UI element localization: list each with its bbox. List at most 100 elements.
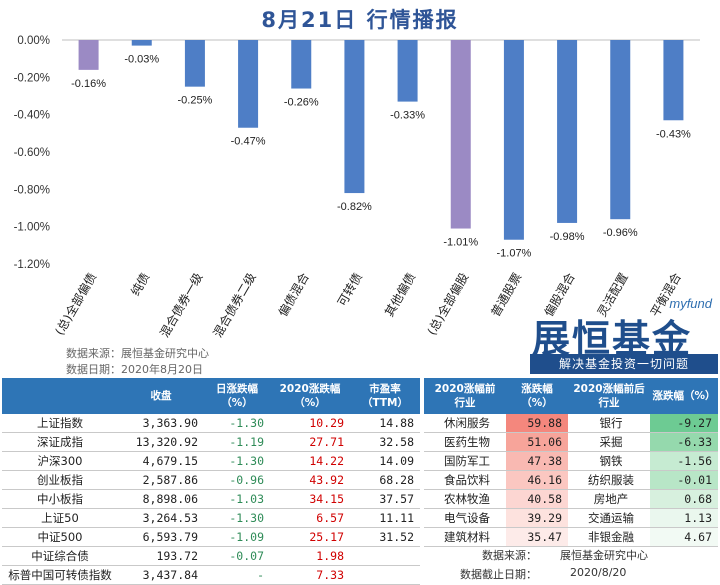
y-tick-label: -0.80% bbox=[14, 184, 50, 196]
col-header-name bbox=[2, 378, 118, 414]
logo-brand-text: myfund bbox=[669, 296, 712, 311]
index-row: 创业板指 2,587.86 -0.96 43.92 68.28 bbox=[2, 470, 420, 490]
top-industry-change: 47.38 bbox=[506, 451, 568, 471]
index-pe: 11.11 bbox=[350, 508, 420, 528]
industry-row: 食品饮料 46.16 纺织服装 -0.01 bbox=[424, 470, 718, 490]
index-day-change: - bbox=[204, 565, 270, 585]
top-industry-change: 35.47 bbox=[506, 527, 568, 547]
index-pe: 14.88 bbox=[350, 414, 420, 433]
col-header-pe: 市盈率 （TTM） bbox=[350, 378, 420, 414]
index-name: 深证成指 bbox=[2, 432, 118, 452]
index-day-change: -1.03 bbox=[204, 489, 270, 509]
bar bbox=[344, 40, 365, 194]
bar bbox=[610, 40, 631, 220]
index-day-change: -1.30 bbox=[204, 414, 270, 433]
bottom-industry-change: -9.27 bbox=[650, 414, 718, 433]
brand-logo: myfund 展恒基金 解决基金投资一切问题 bbox=[530, 296, 720, 374]
top-industry-name: 休闲服务 bbox=[424, 414, 506, 433]
bottom-industry-name: 纺织服装 bbox=[568, 470, 650, 490]
industry-row: 医药生物 51.06 采掘 -6.33 bbox=[424, 432, 718, 452]
bar bbox=[503, 40, 524, 240]
index-ytd-change: 43.92 bbox=[270, 470, 350, 490]
bar bbox=[557, 40, 578, 223]
index-close: 3,363.90 bbox=[118, 414, 204, 433]
index-ytd-change: 10.29 bbox=[270, 414, 350, 433]
chart-date: 数据日期：2020年8月20日 bbox=[66, 363, 203, 376]
index-day-change: -0.07 bbox=[204, 546, 270, 566]
footer-date-label: 数据截止日期： bbox=[460, 568, 537, 581]
index-pe bbox=[350, 565, 420, 585]
index-row: 上证指数 3,363.90 -1.30 10.29 14.88 bbox=[2, 414, 420, 433]
category-label: 混合债券一级 bbox=[157, 270, 206, 340]
data-label: -0.16% bbox=[71, 78, 106, 90]
top-industry-name: 农林牧渔 bbox=[424, 489, 506, 509]
bottom-industry-name: 房地产 bbox=[568, 489, 650, 509]
bottom-industry-name: 采掘 bbox=[568, 432, 650, 452]
index-ytd-change: 27.71 bbox=[270, 432, 350, 452]
bottom-industry-change: -1.56 bbox=[650, 451, 718, 471]
index-row: 深证成指 13,320.92 -1.19 27.71 32.58 bbox=[2, 432, 420, 452]
bottom-industry-change: 0.68 bbox=[650, 489, 718, 509]
index-row: 沪深300 4,679.15 -1.30 14.22 14.09 bbox=[2, 451, 420, 471]
footer-source-value: 展恒基金研究中心 bbox=[560, 549, 648, 562]
index-ytd-change: 25.17 bbox=[270, 527, 350, 547]
index-pe: 31.52 bbox=[350, 527, 420, 547]
top-industry-change: 40.58 bbox=[506, 489, 568, 509]
index-row: 中小板指 8,898.06 -1.03 34.15 37.57 bbox=[2, 489, 420, 509]
index-close: 13,320.92 bbox=[118, 432, 204, 452]
category-label: 混合债券二级 bbox=[210, 270, 259, 340]
index-close: 6,593.79 bbox=[118, 527, 204, 547]
category-label: 普通股票 bbox=[488, 271, 524, 320]
y-tick-label: 0.00% bbox=[17, 35, 50, 47]
industry-row: 建筑材料 35.47 非银金融 4.67 bbox=[424, 527, 718, 547]
index-ytd-change: 1.98 bbox=[270, 546, 350, 566]
top-industry-change: 51.06 bbox=[506, 432, 568, 452]
index-name: 标普中国可转债指数 bbox=[2, 565, 118, 585]
bottom-industry-name: 银行 bbox=[568, 414, 650, 433]
index-name: 中证综合债 bbox=[2, 546, 118, 566]
bar bbox=[78, 40, 99, 70]
top-industry-name: 国防军工 bbox=[424, 451, 506, 471]
category-label: 纯债 bbox=[128, 271, 152, 299]
index-close: 2,587.86 bbox=[118, 470, 204, 490]
data-label: -0.26% bbox=[284, 97, 319, 109]
industry-row: 休闲服务 59.88 银行 -9.27 bbox=[424, 414, 718, 433]
y-tick-label: -0.60% bbox=[14, 147, 50, 159]
bar bbox=[131, 40, 152, 46]
top-industry-change: 39.29 bbox=[506, 508, 568, 528]
bottom-industry-change: -6.33 bbox=[650, 432, 718, 452]
index-close: 8,898.06 bbox=[118, 489, 204, 509]
industry-table: 2020涨幅前 行业 涨跌幅 （%） 2020涨幅前后 行业 涨跌幅（%） 休闲… bbox=[424, 378, 718, 547]
data-label: -0.96% bbox=[603, 227, 638, 239]
col-header-close: 收盘 bbox=[118, 378, 204, 414]
col-header-bottom-change: 涨跌幅（%） bbox=[650, 378, 718, 414]
y-tick-label: -0.20% bbox=[14, 72, 50, 84]
index-day-change: -1.30 bbox=[204, 508, 270, 528]
bar bbox=[184, 40, 205, 87]
chart-source: 数据来源：展恒基金研究中心 bbox=[66, 347, 209, 360]
col-header-top-change: 涨跌幅 （%） bbox=[506, 378, 568, 414]
col-header-top-industry: 2020涨幅前 行业 bbox=[424, 378, 506, 414]
category-label: (总)全部偏股 bbox=[424, 270, 472, 338]
logo-slogan: 解决基金投资一切问题 bbox=[530, 354, 718, 374]
col-header-day: 日涨跌幅 （%） bbox=[204, 378, 270, 414]
footer-date-value: 2020/8/20 bbox=[570, 566, 627, 579]
bar-chart: 0.00% -0.20% -0.40% -0.60% -0.80% -1.00% -1.20… bbox=[14, 35, 700, 340]
index-name: 中小板指 bbox=[2, 489, 118, 509]
bottom-industry-name: 钢铁 bbox=[568, 451, 650, 471]
index-name: 中证500 bbox=[2, 527, 118, 547]
index-day-change: -1.09 bbox=[204, 527, 270, 547]
bar bbox=[238, 40, 259, 128]
bottom-industry-change: 4.67 bbox=[650, 527, 718, 547]
index-close: 3,437.84 bbox=[118, 565, 204, 585]
data-label: -0.03% bbox=[124, 54, 159, 66]
index-ytd-change: 34.15 bbox=[270, 489, 350, 509]
logo-name: 展恒基金 bbox=[532, 317, 693, 361]
index-name: 上证50 bbox=[2, 508, 118, 528]
category-label: (总)全部偏债 bbox=[52, 270, 100, 338]
data-label: -0.98% bbox=[550, 231, 585, 243]
col-header-bottom-industry: 2020涨幅前后 行业 bbox=[568, 378, 650, 414]
index-name: 沪深300 bbox=[2, 451, 118, 471]
index-pe: 37.57 bbox=[350, 489, 420, 509]
industry-row: 电气设备 39.29 交通运输 1.13 bbox=[424, 508, 718, 528]
